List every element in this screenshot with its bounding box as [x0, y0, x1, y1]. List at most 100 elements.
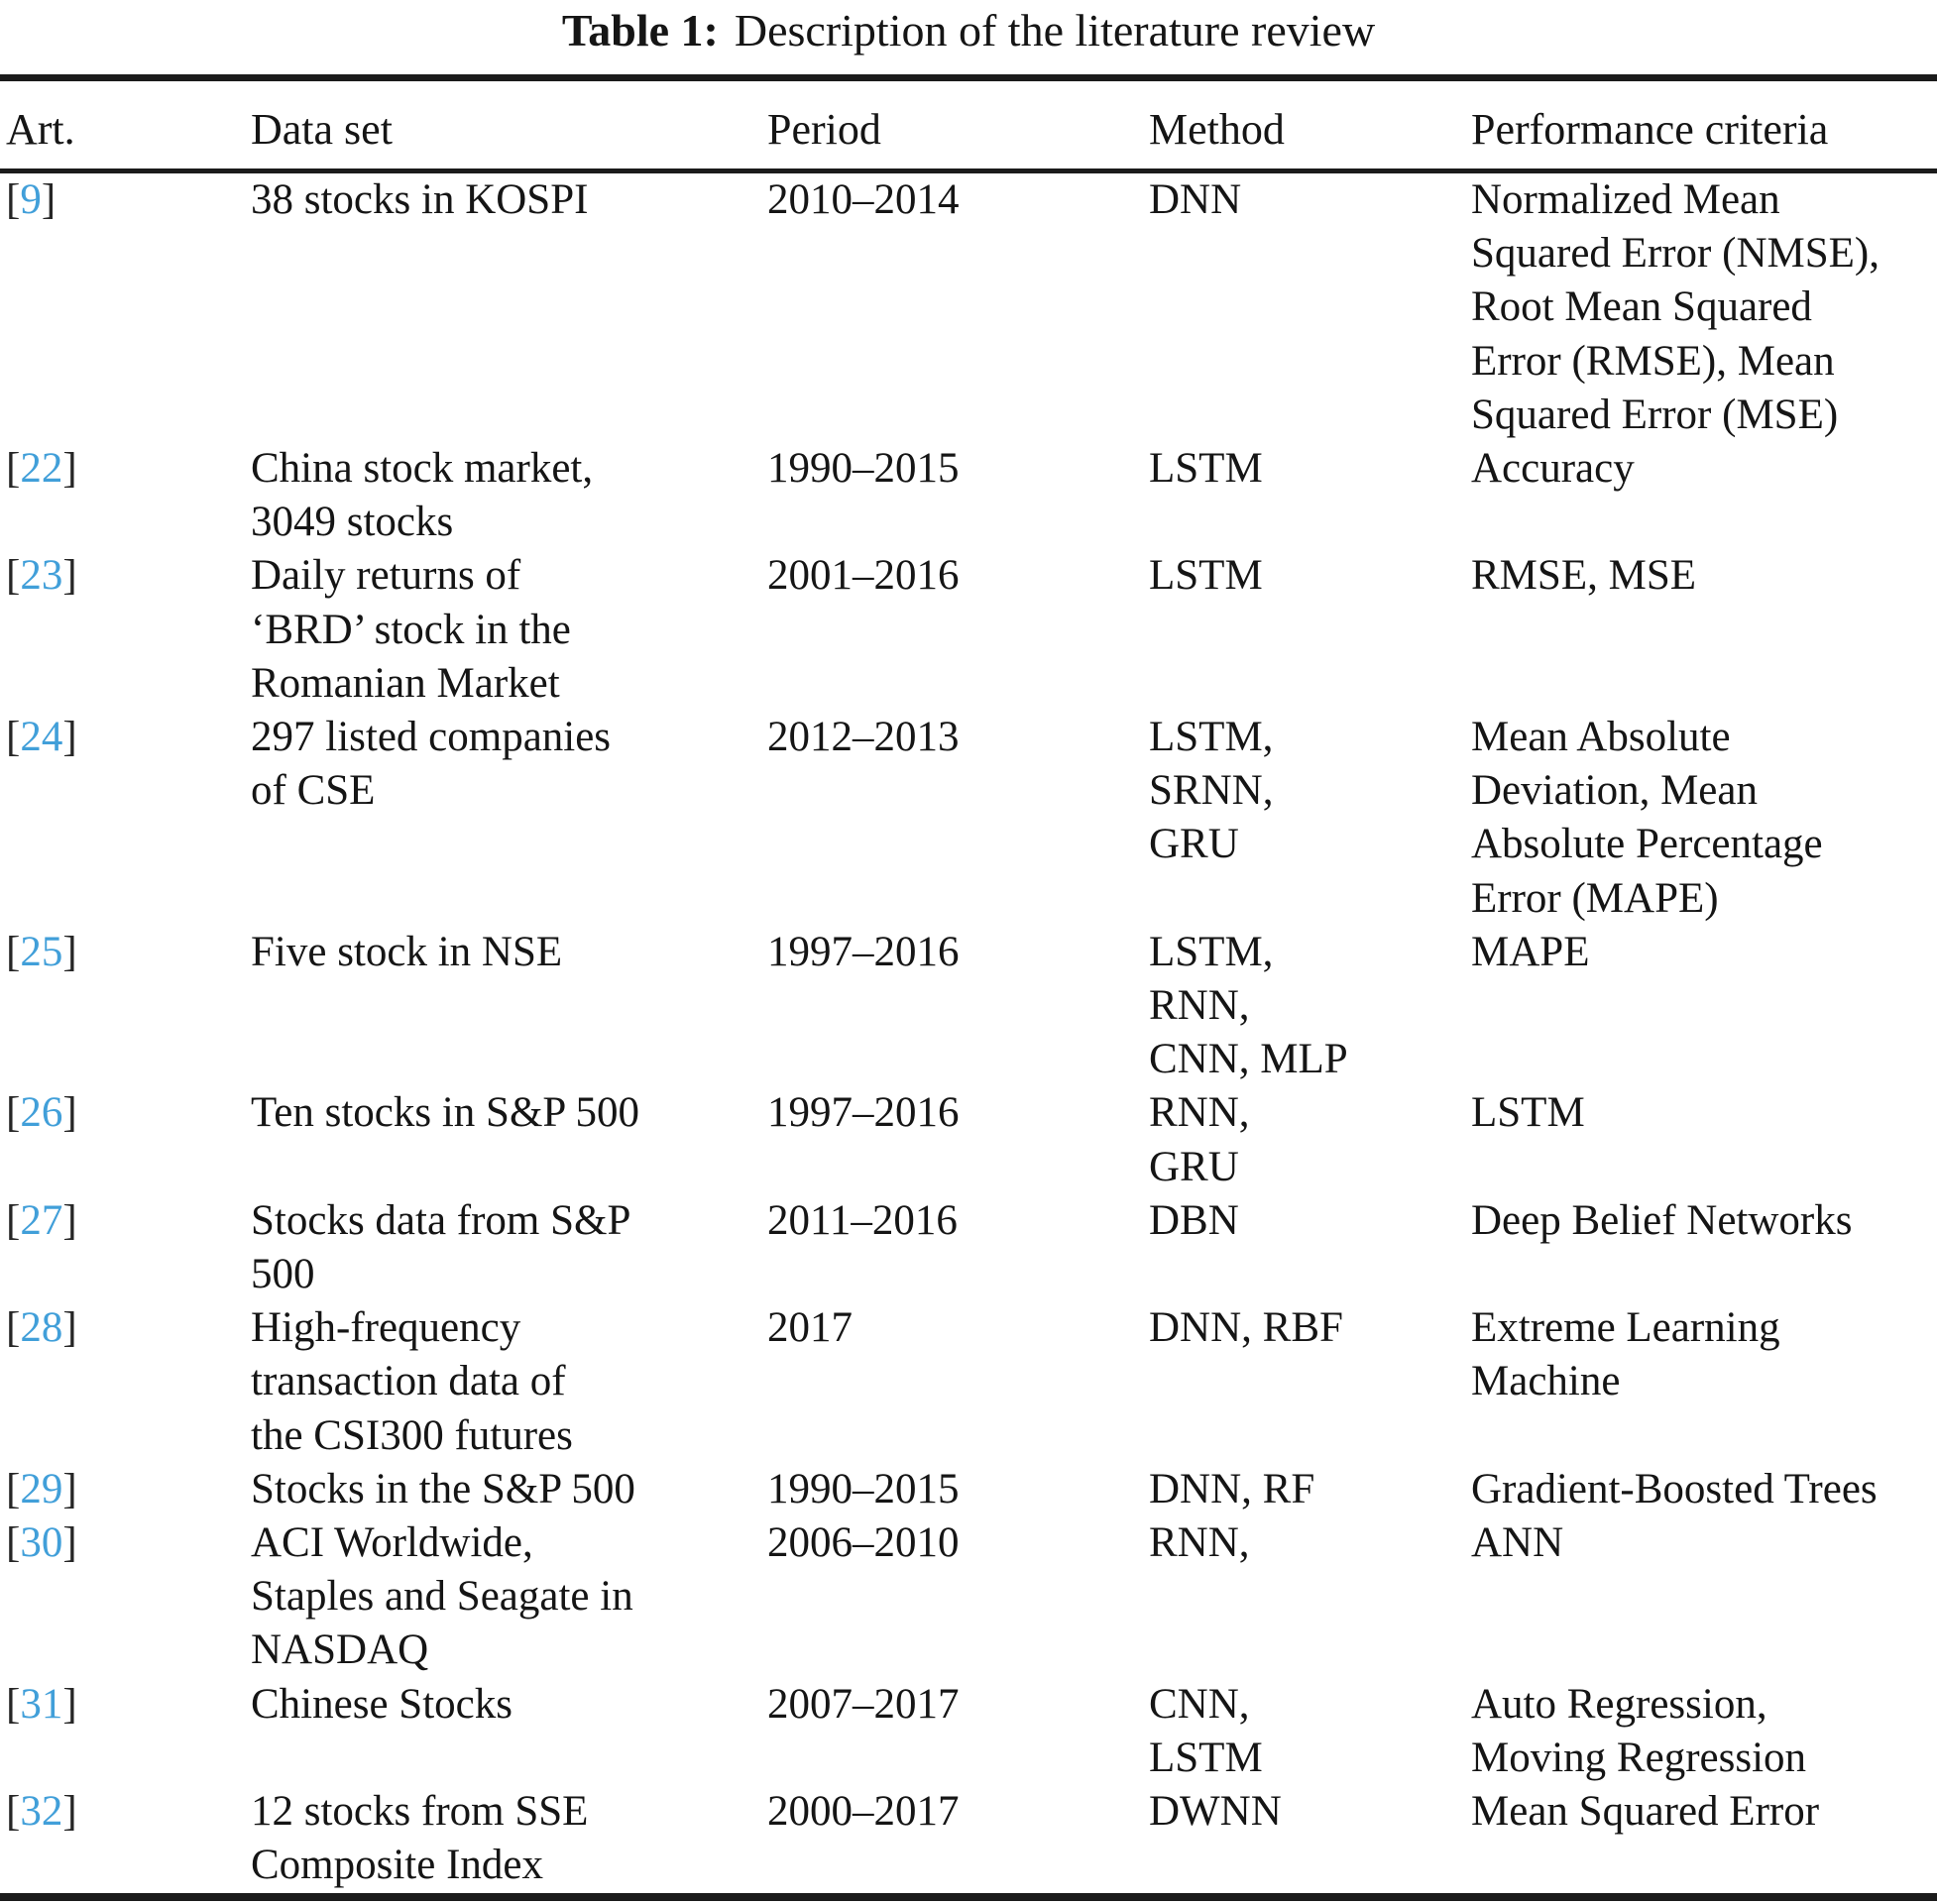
table-row: [28] High-frequency transaction data of … — [0, 1301, 1937, 1463]
column-header-period: Period — [767, 77, 1149, 173]
table-row: [22] China stock market, 3049 stocks 199… — [0, 442, 1937, 549]
dataset-cell: 12 stocks from SSE Composite Index — [251, 1788, 589, 1889]
method-cell: DNN, RBF — [1149, 1304, 1343, 1352]
dataset-cell: Daily returns of ‘BRD’ stock in the Roma… — [251, 552, 571, 707]
citation-bracket-open: [ — [6, 1788, 21, 1836]
citation-bracket-open: [ — [6, 1304, 21, 1352]
art-cell: [28] — [0, 1301, 251, 1463]
column-header-dataset: Data set — [251, 77, 767, 173]
method-cell: DWNN — [1149, 1788, 1282, 1836]
citation-bracket-open: [ — [6, 176, 21, 223]
criteria-cell: LSTM — [1471, 1089, 1585, 1137]
criteria-cell: ANN — [1471, 1519, 1564, 1567]
criteria-cell: Auto Regression, Moving Regression — [1471, 1680, 1807, 1781]
citation-bracket-close: ] — [62, 1465, 77, 1512]
citation-bracket-open: [ — [6, 714, 21, 761]
period-cell: 2011–2016 — [767, 1196, 958, 1244]
table-row: [29] Stocks in the S&P 500 1990–2015 DNN… — [0, 1463, 1937, 1516]
criteria-cell: Normalized Mean Squared Error (NMSE), Ro… — [1471, 176, 1880, 438]
period-cell: 1990–2015 — [767, 1465, 960, 1512]
table-row: [24] 297 listed companies of CSE 2012–20… — [0, 711, 1937, 926]
dataset-cell: Stocks data from S&P 500 — [251, 1196, 631, 1298]
period-cell: 2000–2017 — [767, 1788, 960, 1836]
table-caption-label: Table 1: — [561, 5, 719, 56]
dataset-cell: Ten stocks in S&P 500 — [251, 1089, 639, 1137]
art-cell: [9] — [0, 171, 251, 443]
citation-bracket-open: [ — [6, 1465, 21, 1512]
table-row: [9] 38 stocks in KOSPI 2010–2014 DNN Nor… — [0, 171, 1937, 443]
literature-review-table: Art. Data set Period Method Performance … — [0, 74, 1937, 1901]
dataset-cell: 297 listed companies of CSE — [251, 714, 612, 815]
method-cell: DNN — [1149, 176, 1242, 223]
art-cell: [23] — [0, 549, 251, 711]
citation-bracket-open: [ — [6, 1680, 21, 1728]
period-cell: 2001–2016 — [767, 552, 960, 600]
period-cell: 2007–2017 — [767, 1680, 960, 1728]
criteria-cell: MAPE — [1471, 928, 1590, 975]
period-cell: 1990–2015 — [767, 445, 960, 493]
method-cell: RNN, GRU — [1149, 1089, 1250, 1190]
period-cell: 2006–2010 — [767, 1519, 960, 1567]
column-header-criteria: Performance criteria — [1471, 77, 1937, 173]
citation-bracket-open: [ — [6, 1089, 21, 1137]
table-row: [31] Chinese Stocks 2007–2017 CNN, LSTM … — [0, 1678, 1937, 1785]
citation-link[interactable]: 30 — [20, 1519, 63, 1567]
citation-bracket-open: [ — [6, 1519, 21, 1567]
citation-bracket-open: [ — [6, 928, 21, 975]
art-cell: [24] — [0, 711, 251, 926]
citation-link[interactable]: 32 — [20, 1788, 63, 1836]
criteria-cell: Mean Absolute Deviation, Mean Absolute P… — [1471, 714, 1823, 922]
art-cell: [30] — [0, 1516, 251, 1678]
method-cell: DBN — [1149, 1196, 1239, 1244]
citation-link[interactable]: 25 — [20, 928, 63, 975]
citation-link[interactable]: 31 — [20, 1680, 63, 1728]
dataset-cell: Five stock in NSE — [251, 928, 563, 975]
table-row: [26] Ten stocks in S&P 500 1997–2016 RNN… — [0, 1086, 1937, 1193]
table-row: [32] 12 stocks from SSE Composite Index … — [0, 1785, 1937, 1896]
citation-bracket-close: ] — [62, 714, 77, 761]
method-cell: LSTM — [1149, 445, 1263, 493]
art-cell: [22] — [0, 442, 251, 549]
citation-link[interactable]: 23 — [20, 552, 63, 600]
period-cell: 2012–2013 — [767, 714, 960, 761]
criteria-cell: Accuracy — [1471, 445, 1635, 493]
citation-bracket-close: ] — [62, 552, 77, 600]
method-cell: LSTM — [1149, 552, 1263, 600]
citation-bracket-close: ] — [62, 1196, 77, 1244]
criteria-cell: Mean Squared Error — [1471, 1788, 1820, 1836]
dataset-cell: Stocks in the S&P 500 — [251, 1465, 635, 1512]
art-cell: [31] — [0, 1678, 251, 1785]
period-cell: 1997–2016 — [767, 1089, 960, 1137]
art-cell: [27] — [0, 1194, 251, 1301]
citation-link[interactable]: 9 — [20, 176, 42, 223]
citation-bracket-close: ] — [62, 445, 77, 493]
citation-bracket-open: [ — [6, 552, 21, 600]
citation-bracket-open: [ — [6, 1196, 21, 1244]
method-cell: DNN, RF — [1149, 1465, 1315, 1512]
citation-link[interactable]: 24 — [20, 714, 63, 761]
period-cell: 2010–2014 — [767, 176, 960, 223]
art-cell: [26] — [0, 1086, 251, 1193]
citation-link[interactable]: 29 — [20, 1465, 63, 1512]
table-row: [27] Stocks data from S&P 500 2011–2016 … — [0, 1194, 1937, 1301]
art-cell: [29] — [0, 1463, 251, 1516]
method-cell: LSTM, SRNN, GRU — [1149, 714, 1274, 868]
citation-bracket-close: ] — [41, 176, 57, 223]
criteria-cell: Extreme Learning Machine — [1471, 1304, 1780, 1405]
citation-bracket-open: [ — [6, 445, 21, 493]
citation-bracket-close: ] — [62, 1089, 77, 1137]
table-header: Art. Data set Period Method Performance … — [0, 77, 1937, 173]
table-body: [9] 38 stocks in KOSPI 2010–2014 DNN Nor… — [0, 171, 1937, 1897]
criteria-cell: Deep Belief Networks — [1471, 1196, 1853, 1244]
citation-link[interactable]: 28 — [20, 1304, 63, 1352]
table-caption-text: Description of the literature review — [734, 5, 1376, 56]
citation-link[interactable]: 22 — [20, 445, 63, 493]
table-row: [25] Five stock in NSE 1997–2016 LSTM, R… — [0, 926, 1937, 1087]
dataset-cell: China stock market, 3049 stocks — [251, 445, 594, 546]
method-cell: CNN, LSTM — [1149, 1680, 1263, 1781]
citation-link[interactable]: 26 — [20, 1089, 63, 1137]
citation-bracket-close: ] — [62, 1788, 77, 1836]
citation-link[interactable]: 27 — [20, 1196, 63, 1244]
dataset-cell: 38 stocks in KOSPI — [251, 176, 589, 223]
